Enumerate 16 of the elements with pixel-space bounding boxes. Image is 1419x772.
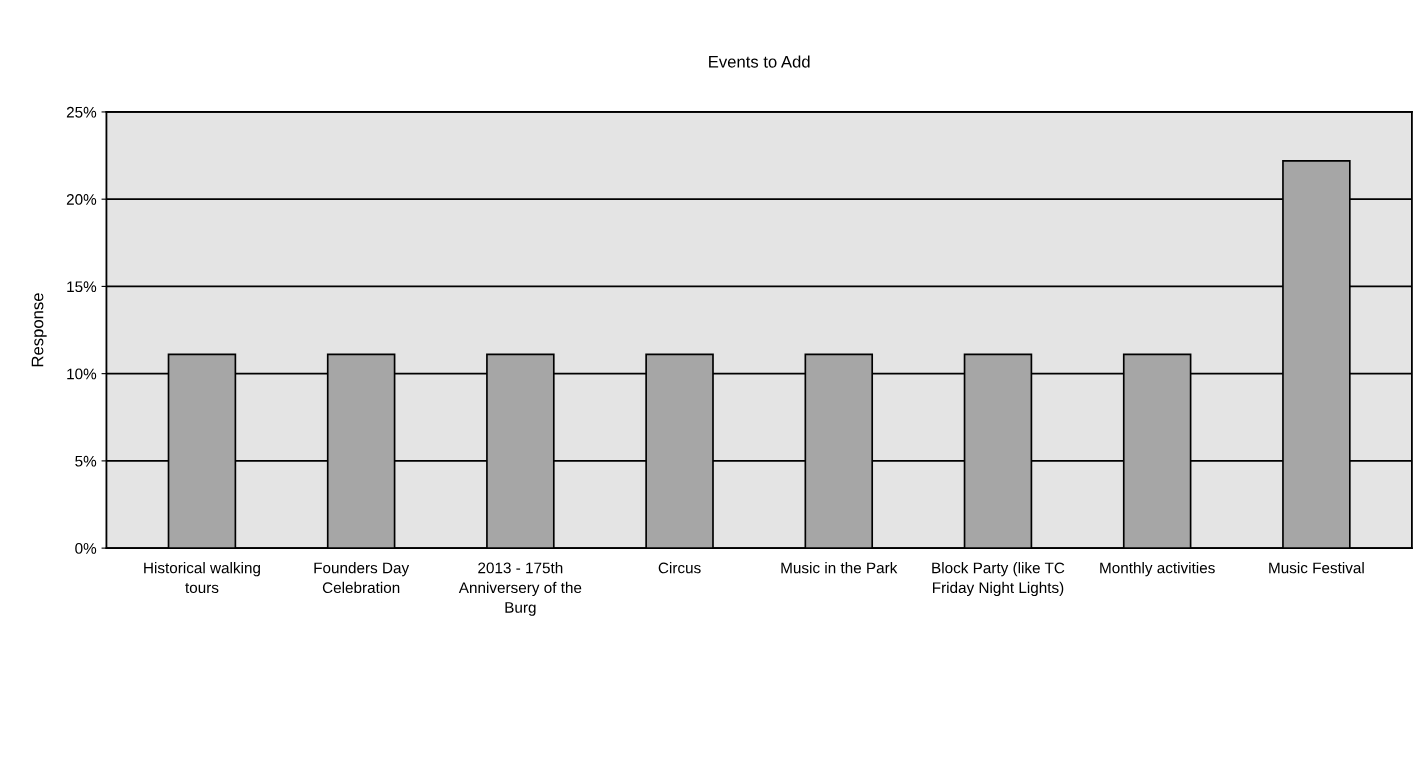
y-tick-label: 25% bbox=[66, 106, 97, 118]
x-tick-label: Music Festival bbox=[1269, 562, 1364, 574]
x-tick-label: Circus bbox=[658, 562, 701, 574]
y-tick-label: 10% bbox=[67, 368, 97, 380]
y-tick-label: 5% bbox=[75, 455, 97, 467]
y-tick-label: 0% bbox=[75, 542, 97, 554]
x-tick-label: Block Party (like TC Friday Night Lights) bbox=[932, 562, 1065, 597]
y-tick-label: 15% bbox=[67, 281, 97, 293]
x-tick-label: Historical walking tours bbox=[144, 562, 260, 594]
x-tick-label: Music in the Park bbox=[781, 562, 898, 574]
x-tick-label: 2013 - 175th Anniversery of the Burg bbox=[458, 562, 582, 616]
x-tick-label: Monthly activities bbox=[1100, 562, 1215, 577]
y-axis-title: Response bbox=[31, 293, 47, 367]
y-tick-label: 20% bbox=[66, 194, 97, 205]
x-tick-label: Founders Day Celebration bbox=[314, 562, 410, 594]
chart-title: Events to Add bbox=[709, 55, 810, 68]
